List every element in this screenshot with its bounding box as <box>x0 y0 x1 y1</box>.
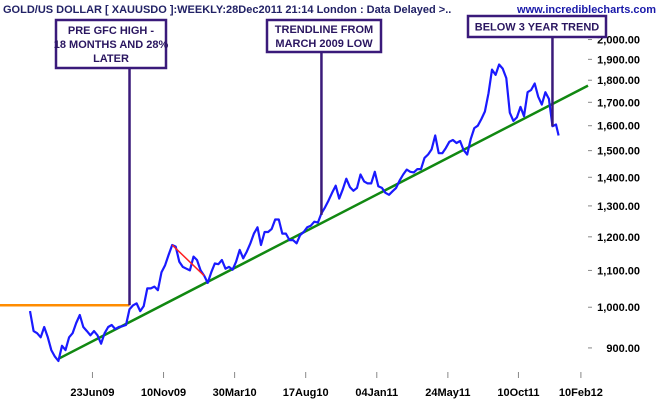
y-tick-label: 1,700.00 <box>597 97 640 109</box>
x-tick-label: 10Oct11 <box>497 387 539 399</box>
y-tick-label: 900.00 <box>606 343 640 355</box>
y-tick-label: 1,100.00 <box>597 265 640 277</box>
x-tick-label: 17Aug10 <box>283 387 329 399</box>
annotations: PRE GFC HIGH - 18 MONTHS AND 28% LATER TREN… <box>54 14 608 306</box>
annotation-text: MARCH 2009 LOW <box>275 38 373 50</box>
annotation-box <box>265 18 383 54</box>
y-tick-label: 2,000.00 <box>597 35 640 47</box>
annotation-text: TRENDLINE FROM <box>275 24 373 36</box>
y-tick-label: 1,000.00 <box>597 302 640 314</box>
price-series-line <box>28 63 560 363</box>
x-tick-label: 10Feb12 <box>559 387 603 399</box>
x-axis: 23Jun09 10Nov09 30Mar10 17Aug10 04Jan11 24May… <box>70 372 603 399</box>
y-tick-label: 1,500.00 <box>597 146 640 158</box>
x-tick-label: 30Mar10 <box>213 387 257 399</box>
trendline <box>57 84 589 360</box>
annotation-box <box>466 14 608 39</box>
y-tick-label: 1,200.00 <box>597 232 640 244</box>
x-tick-label: 24May11 <box>425 387 470 399</box>
y-tick-label: 1,400.00 <box>597 172 640 184</box>
annotation-text: BELOW 3 YEAR TREND <box>475 22 600 34</box>
y-axis: 900.00 1,000.00 1,100.00 1,200.00 1,300.00 1,… <box>588 35 640 355</box>
x-tick-label: 23Jun09 <box>70 387 114 399</box>
pullback-segment <box>171 244 205 277</box>
plot-area <box>0 63 589 363</box>
y-tick-label: 1,800.00 <box>597 75 640 87</box>
chart-title: GOLD/US DOLLAR [ XAUUSDO ]:WEEKLY:28Dec2… <box>3 4 451 16</box>
annotation-box <box>54 18 168 70</box>
annotation-text: PRE GFC HIGH - <box>68 25 155 37</box>
annotation-text: LATER <box>93 53 129 65</box>
y-tick-label: 1,300.00 <box>597 201 640 213</box>
annotation-text: 18 MONTHS AND 28% <box>54 39 169 51</box>
y-tick-label: 1,600.00 <box>597 121 640 133</box>
x-tick-label: 04Jan11 <box>355 387 398 399</box>
site-link[interactable]: www.incrediblecharts.com <box>516 4 656 16</box>
y-tick-label: 1,900.00 <box>597 54 640 66</box>
x-tick-label: 10Nov09 <box>141 387 186 399</box>
